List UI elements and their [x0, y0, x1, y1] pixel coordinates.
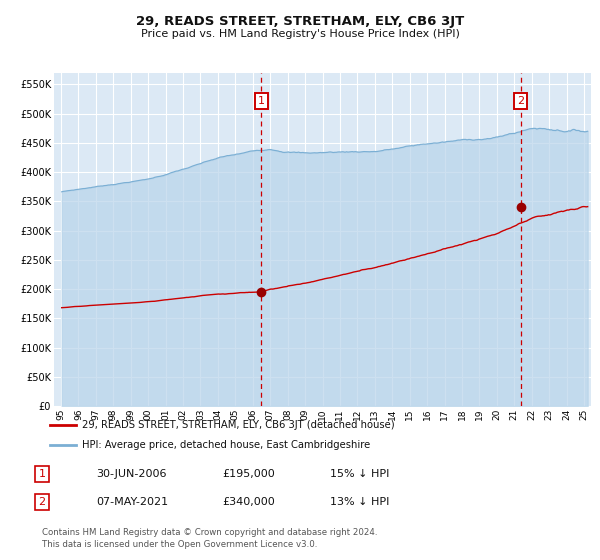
Text: 30-JUN-2006: 30-JUN-2006 [96, 469, 167, 479]
Text: 1: 1 [258, 96, 265, 106]
Text: 07-MAY-2021: 07-MAY-2021 [96, 497, 168, 507]
Text: 1: 1 [38, 469, 46, 479]
Text: HPI: Average price, detached house, East Cambridgeshire: HPI: Average price, detached house, East… [82, 440, 370, 450]
Text: Price paid vs. HM Land Registry's House Price Index (HPI): Price paid vs. HM Land Registry's House … [140, 29, 460, 39]
Text: 29, READS STREET, STRETHAM, ELY, CB6 3JT (detached house): 29, READS STREET, STRETHAM, ELY, CB6 3JT… [82, 419, 394, 430]
Text: £340,000: £340,000 [222, 497, 275, 507]
Text: 2: 2 [38, 497, 46, 507]
Text: 29, READS STREET, STRETHAM, ELY, CB6 3JT: 29, READS STREET, STRETHAM, ELY, CB6 3JT [136, 15, 464, 28]
Text: 13% ↓ HPI: 13% ↓ HPI [330, 497, 389, 507]
Text: Contains HM Land Registry data © Crown copyright and database right 2024.
This d: Contains HM Land Registry data © Crown c… [42, 528, 377, 549]
Text: 15% ↓ HPI: 15% ↓ HPI [330, 469, 389, 479]
Text: £195,000: £195,000 [222, 469, 275, 479]
Text: 2: 2 [517, 96, 524, 106]
